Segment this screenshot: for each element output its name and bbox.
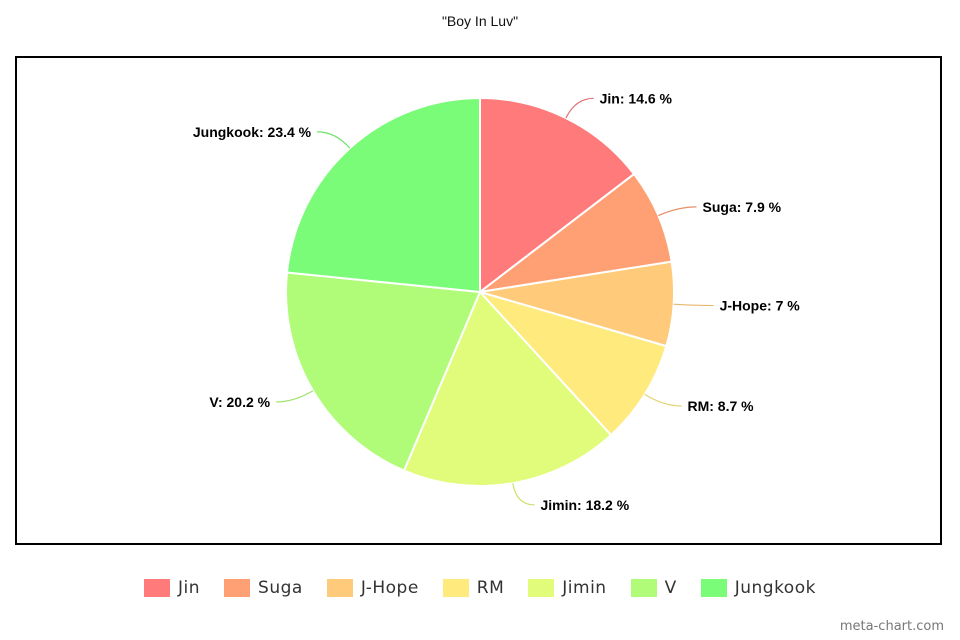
leader-line-suga: [658, 206, 697, 217]
pie-slice-suga[interactable]: [479, 172, 673, 293]
leader-line-rm: [644, 393, 682, 407]
legend-label: Jungkook: [734, 578, 816, 598]
data-label-rm: RM: 8.7 %: [687, 398, 754, 414]
legend-label: Jimin: [562, 578, 607, 598]
legend-label: Suga: [258, 578, 303, 598]
pie-slice-jin[interactable]: [479, 96, 636, 295]
legend-label: RM: [476, 578, 505, 598]
chart-title: "Boy In Luv": [441, 13, 519, 29]
leader-line-jin: [565, 97, 594, 119]
data-label-jimin: Jimin: 18.2 %: [540, 497, 629, 513]
leader-line-jimin: [512, 483, 535, 506]
legend-swatch: [630, 579, 657, 597]
legend-item-suga[interactable]: Suga: [224, 578, 303, 598]
legend-label: Jin: [178, 578, 201, 598]
legend-item-jungkook[interactable]: Jungkook: [700, 578, 816, 598]
data-label-j-hope: J-Hope: 7 %: [720, 298, 801, 314]
leader-line-v: [276, 390, 314, 403]
leader-line-jungkook: [317, 131, 351, 149]
leader-line-j-hope: [673, 303, 714, 307]
chart-legend: Jin Suga J-Hope RM Jimin V Jungkook: [0, 578, 960, 598]
legend-swatch: [442, 579, 469, 597]
data-label-jungkook: Jungkook: 23.4 %: [193, 124, 312, 140]
watermark: meta-chart.com: [839, 619, 944, 634]
legend-swatch: [528, 579, 555, 597]
legend-item-rm[interactable]: RM: [442, 578, 505, 598]
data-label-suga: Suga: 7.9 %: [703, 199, 782, 215]
legend-swatch: [700, 579, 727, 597]
data-label-jin: Jin: 14.6 %: [600, 90, 673, 106]
legend-item-v[interactable]: V: [630, 578, 677, 598]
legend-label: V: [664, 578, 677, 598]
legend-item-jimin[interactable]: Jimin: [528, 578, 606, 598]
pie-slice-jungkook[interactable]: [285, 96, 481, 294]
legend-item-jin[interactable]: Jin: [144, 578, 200, 598]
legend-swatch: [326, 579, 353, 597]
plot-area-frame: [15, 56, 942, 545]
legend-item-j-hope[interactable]: J-Hope: [326, 578, 419, 598]
data-label-v: V: 20.2 %: [209, 394, 270, 410]
legend-swatch: [144, 579, 171, 597]
legend-swatch: [224, 579, 251, 597]
legend-label: J-Hope: [360, 578, 419, 598]
